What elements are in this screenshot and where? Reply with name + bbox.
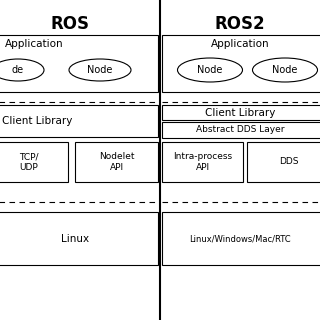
Text: Intra-process
API: Intra-process API — [173, 152, 232, 172]
Text: TCP/
UDP: TCP/ UDP — [19, 152, 39, 172]
Text: ROS2: ROS2 — [215, 15, 265, 33]
FancyBboxPatch shape — [0, 35, 158, 92]
FancyBboxPatch shape — [162, 35, 320, 92]
Text: Client Library: Client Library — [205, 108, 275, 117]
Text: Application: Application — [5, 39, 64, 49]
Text: Linux: Linux — [61, 234, 89, 244]
Text: Application: Application — [211, 39, 269, 49]
FancyBboxPatch shape — [0, 142, 68, 182]
Ellipse shape — [69, 59, 131, 81]
FancyBboxPatch shape — [162, 105, 320, 120]
Text: Node: Node — [197, 65, 223, 75]
Ellipse shape — [178, 58, 243, 82]
FancyBboxPatch shape — [75, 142, 158, 182]
Text: Nodelet
API: Nodelet API — [99, 152, 134, 172]
Ellipse shape — [252, 58, 317, 82]
Text: de: de — [12, 65, 24, 75]
FancyBboxPatch shape — [0, 212, 158, 265]
FancyBboxPatch shape — [247, 142, 320, 182]
Text: Linux/Windows/Mac/RTC: Linux/Windows/Mac/RTC — [189, 234, 291, 243]
Text: Node: Node — [272, 65, 298, 75]
Text: ROS: ROS — [51, 15, 90, 33]
FancyBboxPatch shape — [162, 212, 320, 265]
Ellipse shape — [0, 59, 44, 81]
FancyBboxPatch shape — [0, 105, 158, 137]
Text: Node: Node — [87, 65, 113, 75]
FancyBboxPatch shape — [162, 122, 320, 138]
Text: Client Library: Client Library — [2, 116, 72, 126]
Text: DDS: DDS — [279, 157, 298, 166]
FancyBboxPatch shape — [162, 142, 243, 182]
Text: Abstract DDS Layer: Abstract DDS Layer — [196, 125, 284, 134]
